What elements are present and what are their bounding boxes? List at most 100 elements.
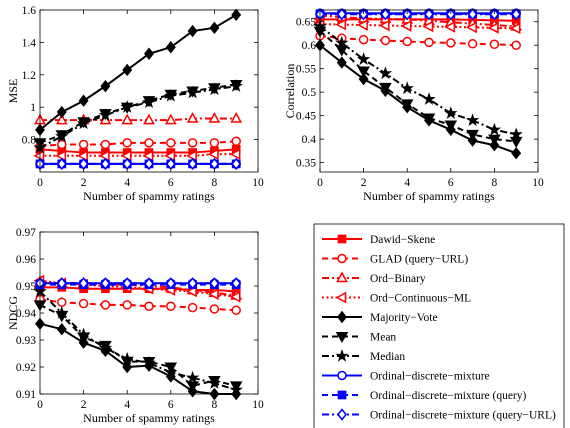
- correlation-point-mean: [444, 120, 458, 132]
- correlation-line-median: [319, 25, 517, 136]
- correlation-point-mean: [488, 134, 501, 146]
- ndcg-point-ordcont: [207, 288, 219, 300]
- mse-point-ordcont: [229, 148, 241, 161]
- legend-label-mean: Mean: [370, 332, 396, 344]
- mse-point-majority: [209, 21, 220, 35]
- mse-point-ordbin: [230, 111, 243, 123]
- correlation-point-glad: [380, 35, 391, 46]
- ndcg-point-median: [142, 355, 156, 369]
- ndcg-x-tick-label: 0: [37, 399, 43, 411]
- mse-point-median: [55, 129, 69, 143]
- mse-axes-frame: [39, 9, 259, 173]
- correlation-line-ordcont: [319, 23, 517, 30]
- ndcg-point-odmqu: [100, 277, 111, 290]
- mse-point-majority: [165, 41, 176, 54]
- mse-line-median: [39, 85, 237, 149]
- ndcg-plot: 0 2 4 6 8 10 0.91 0.92 0.93 0.94 0.95 0.96 0.97 Numbe…: [6, 227, 264, 425]
- correlation-line-ordbin: [319, 14, 517, 28]
- correlation-point-mean: [466, 129, 479, 141]
- mse-line-glad: [39, 140, 237, 148]
- legend-label-majority: Majority−Vote: [370, 312, 438, 324]
- correlation-point-ordcont: [335, 18, 347, 31]
- correlation-point-median: [356, 52, 371, 65]
- mse-point-ordbin: [143, 113, 155, 125]
- ndcg-point-ordcont: [229, 290, 241, 303]
- correlation-point-glad: [511, 40, 521, 50]
- ndcg-point-median: [207, 376, 222, 389]
- mse-point-ordbin: [121, 113, 134, 125]
- ndcg-y-tick-label: 0.92: [16, 362, 36, 374]
- legend-label-ordcont: Ord−Continuous−ML: [370, 293, 471, 305]
- correlation-point-ordcont: [357, 19, 368, 31]
- mse-line-ordcont: [40, 153, 237, 157]
- legend-marker-odmq: [337, 390, 347, 400]
- legend-marker-median: [335, 348, 349, 362]
- mse-point-glad: [100, 139, 111, 150]
- ndcg-point-median: [164, 365, 178, 379]
- ndcg-line-dawid: [40, 286, 237, 293]
- legend-entry-ordcont: Ord−Continuous−ML: [322, 291, 471, 305]
- correlation-point-ordcont: [466, 21, 477, 34]
- correlation-point-median: [378, 66, 393, 80]
- mse-series-ordcont: [33, 148, 241, 162]
- ndcg-point-glad: [57, 297, 67, 307]
- ndcg-point-glad: [100, 300, 111, 310]
- mse-point-median: [142, 95, 156, 109]
- correlation-point-median: [465, 113, 480, 127]
- mse-point-glad: [78, 139, 89, 150]
- correlation-point-mean: [335, 45, 349, 57]
- ndcg-series-odmqu: [35, 277, 242, 290]
- legend-entry-mean: Mean: [322, 332, 396, 344]
- mse-point-ordcont: [207, 148, 219, 161]
- correlation-line-dawid: [320, 18, 517, 22]
- ndcg-y-axis-label: NDCG: [6, 296, 20, 330]
- correlation-point-median: [422, 92, 436, 105]
- ndcg-point-glad: [231, 305, 241, 316]
- mse-y-tick-label: 1.6: [22, 5, 37, 17]
- ndcg-point-glad: [166, 301, 176, 311]
- correlation-point-odmqu: [402, 8, 413, 21]
- correlation-plot: 0 2 4 6 8 10 0.35 0.4 0.45 0.5 0.55 0.6 0.65 Number o…: [283, 8, 544, 203]
- correlation-x-tick-label: 2: [361, 177, 367, 189]
- mse-series-ordbin: [34, 111, 243, 125]
- mse-point-ordcont: [77, 149, 88, 162]
- correlation-y-tick-label: 0.55: [296, 64, 316, 76]
- mse-point-ordcont: [142, 149, 154, 162]
- ndcg-point-odmqu: [187, 277, 198, 290]
- ndcg-point-median: [76, 327, 91, 341]
- legend-entry-median: Median: [322, 348, 405, 363]
- ndcg-x-tick-label: 4: [124, 399, 130, 411]
- ndcg-x-axis-label: Number of spammy ratings: [83, 411, 215, 425]
- ndcg-y-tick-label: 0.95: [16, 281, 36, 293]
- correlation-point-median: [400, 81, 414, 95]
- mse-point-ordbin: [186, 111, 199, 123]
- correlation-series-odmqu: [315, 8, 522, 21]
- correlation-y-tick-label: 0.4: [302, 134, 317, 146]
- correlation-point-glad: [424, 37, 434, 48]
- mse-x-tick-label: 4: [124, 177, 130, 189]
- legend-marker-odm: [337, 370, 347, 381]
- legend-label-dawid: Dawid−Skene: [370, 234, 435, 246]
- ndcg-point-ordcont: [186, 285, 197, 298]
- correlation-point-mean: [379, 82, 392, 94]
- mse-line-majority: [39, 14, 237, 131]
- correlation-x-tick-label: 4: [404, 177, 410, 189]
- legend-label-median: Median: [370, 351, 405, 363]
- mse-point-odmqu: [144, 157, 154, 171]
- ndcg-point-glad: [144, 301, 154, 311]
- ndcg-point-odmqu: [122, 277, 133, 290]
- legend-entry-odmqu: Ordinal−discrete−mixture (query−URL): [322, 408, 556, 422]
- legend-label-glad: GLAD (query−URL): [370, 254, 468, 266]
- correlation-series-median: [313, 19, 523, 141]
- correlation-y-axis-label: Correlation: [283, 64, 297, 119]
- mse-point-glad: [166, 138, 176, 148]
- mse-line-ordbin: [40, 117, 237, 122]
- ndcg-point-median: [185, 370, 200, 384]
- correlation-point-glad: [446, 38, 456, 48]
- mse-point-odmqu: [231, 157, 242, 171]
- correlation-y-tick-label: 0.45: [296, 111, 316, 123]
- mse-y-tick-label: 0.8: [22, 135, 37, 147]
- correlation-point-glad: [489, 39, 500, 50]
- correlation-point-odmqu: [511, 8, 522, 21]
